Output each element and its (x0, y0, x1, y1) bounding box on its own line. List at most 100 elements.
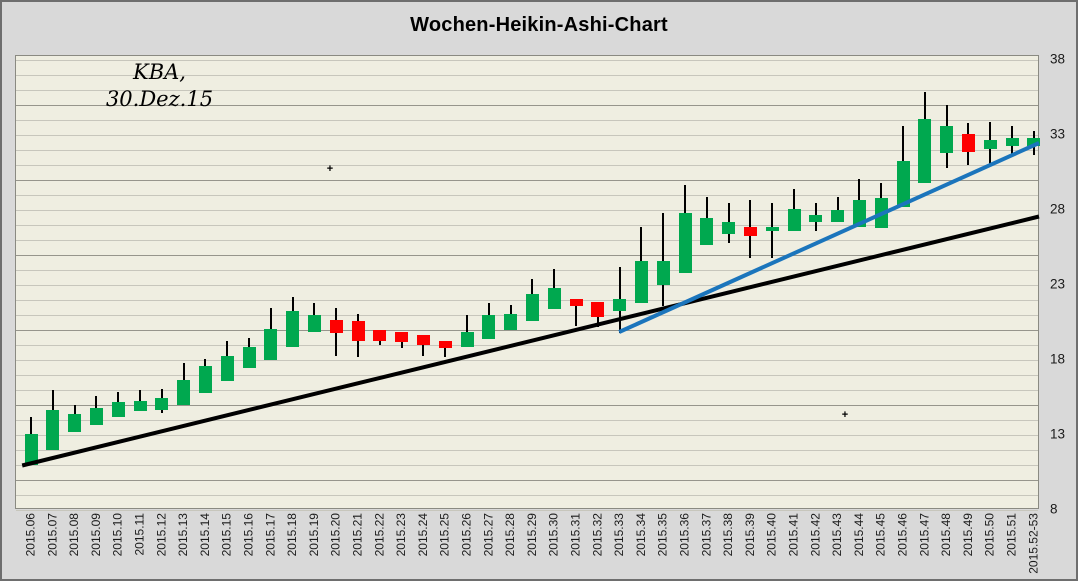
gridline-minor (16, 164, 1038, 166)
x-axis-label-2015.41: 2015.41 (787, 513, 801, 557)
x-axis-label-2015.16: 2015.16 (242, 513, 256, 557)
x-axis-label-2015.13: 2015.13 (176, 513, 190, 557)
x-axis-label-2015.23: 2015.23 (394, 513, 408, 557)
candle-body-2015.14-up (198, 366, 212, 393)
candle-body-2015.34-up (634, 261, 648, 303)
candle-body-2015.28-up (504, 313, 518, 330)
x-axis-label-2015.31: 2015.31 (569, 513, 583, 557)
candle-body-2015.24-down (416, 334, 430, 345)
x-axis-label-2015.10: 2015.10 (111, 513, 125, 557)
candle-body-2015.38-up (722, 222, 736, 234)
x-axis-label-2015.34: 2015.34 (634, 513, 648, 557)
candle-body-2015.29-up (525, 294, 539, 321)
candle-body-2015.46-up (896, 160, 910, 207)
x-axis-label-2015.43: 2015.43 (830, 513, 844, 557)
gridline-minor (16, 74, 1038, 76)
gridline-major (16, 254, 1038, 256)
x-axis-label-2015.30: 2015.30 (547, 513, 561, 557)
gridline-minor (16, 239, 1038, 241)
x-axis-label-2015.40: 2015.40 (765, 513, 779, 557)
x-axis-label-2015.14: 2015.14 (198, 513, 212, 557)
gridline-minor (16, 434, 1038, 436)
gridline-major (16, 104, 1038, 106)
candle-body-2015.15-up (220, 355, 234, 381)
y-axis-label-13: 13 (1050, 427, 1065, 442)
candle-body-2015.30-up (547, 288, 561, 309)
x-axis-label-2015.32: 2015.32 (590, 513, 604, 557)
gridline-minor (16, 89, 1038, 91)
candle-body-2015.47-up (918, 118, 932, 183)
candle-body-2015.21-down (351, 321, 365, 341)
candle-body-2015.07-up (46, 409, 60, 450)
candle-wick-2015.35 (662, 213, 665, 306)
x-axis-label-2015.18: 2015.18 (285, 513, 299, 557)
candle-body-2015.27-up (482, 315, 496, 339)
chart-title: Wochen-Heikin-Ashi-Chart (410, 14, 668, 36)
candle-body-2015.40-up (765, 226, 779, 231)
gridline-minor (16, 419, 1038, 421)
x-axis-label-2015.24: 2015.24 (416, 513, 430, 557)
x-axis-label-2015.50: 2015.50 (983, 513, 997, 557)
x-axis-label-2015.29: 2015.29 (525, 513, 539, 557)
gridline-minor (16, 464, 1038, 466)
candle-body-2015.26-up (460, 331, 474, 347)
candle-body-2015.45-up (874, 198, 888, 228)
gridline-major (16, 179, 1038, 181)
y-axis: 38 33 28 23 18 13 8 (1050, 52, 1065, 517)
candle-body-2015.43-up (831, 210, 845, 222)
candle-body-2015.09-up (89, 408, 103, 425)
x-axis-label-2015.48: 2015.48 (939, 513, 953, 557)
candle-body-2015.08-up (68, 414, 82, 432)
y-axis-label-18: 18 (1050, 352, 1065, 367)
gridline-minor (16, 269, 1038, 271)
gridline-minor (16, 389, 1038, 391)
x-axis-label-2015.11: 2015.11 (133, 513, 147, 556)
gridline-minor (16, 494, 1038, 496)
x-axis-label-2015.39: 2015.39 (743, 513, 757, 557)
x-axis-label-2015.20: 2015.20 (329, 513, 343, 557)
gridline-major (16, 404, 1038, 406)
candle-body-2015.41-up (787, 208, 801, 231)
candle-body-2015.35-up (656, 261, 670, 285)
candle-body-2015.50-up (983, 139, 997, 149)
x-axis-label-2015.19: 2015.19 (307, 513, 321, 557)
x-axis-label-2015.27: 2015.27 (481, 513, 495, 557)
candle-body-2015.52-53-up (1027, 138, 1041, 146)
x-axis-label-2015.08: 2015.08 (67, 513, 81, 557)
gridline-major (16, 329, 1038, 331)
annotation-line2: 30.Dez.15 (105, 87, 214, 111)
y-axis-label-33: 33 (1050, 127, 1065, 142)
x-axis-label-2015.33: 2015.33 (612, 513, 626, 557)
x-axis-label-2015.22: 2015.22 (372, 513, 386, 557)
x-axis-label-2015.17: 2015.17 (263, 513, 277, 557)
x-axis-label-2015.28: 2015.28 (503, 513, 517, 557)
x-axis-label-2015.42: 2015.42 (808, 513, 822, 557)
candle-body-2015.44-up (852, 199, 866, 227)
gridline-minor (16, 284, 1038, 286)
x-axis-label-2015.49: 2015.49 (961, 513, 975, 557)
candle-body-2015.42-up (809, 214, 823, 222)
annotation-label: KBA, 30.Dez.15 (82, 59, 237, 113)
candle-body-2015.11-up (133, 400, 147, 411)
candle-body-2015.10-up (111, 402, 125, 417)
gridline-minor (16, 119, 1038, 121)
candle-body-2015.25-down (438, 340, 452, 348)
gridline-major (16, 479, 1038, 481)
candle-body-2015.17-up (264, 328, 278, 360)
y-axis-label-23: 23 (1050, 277, 1065, 292)
gridline-minor (16, 344, 1038, 346)
candle-body-2015.18-up (286, 310, 300, 347)
gridline-minor (16, 209, 1038, 211)
x-axis-label-2015.52-53: 2015.52-53 (1026, 513, 1040, 574)
candle-body-2015.39-down (743, 226, 757, 236)
candle-body-2015.36-up (678, 213, 692, 273)
y-axis-label-28: 28 (1050, 202, 1065, 217)
gridline-minor (16, 59, 1038, 61)
x-axis-label-2015.37: 2015.37 (699, 513, 713, 557)
x-axis-label-2015.45: 2015.45 (874, 513, 888, 557)
x-axis-label-2015.36: 2015.36 (678, 513, 692, 557)
gridline-minor (16, 374, 1038, 376)
candle-body-2015.32-down (591, 301, 605, 317)
x-axis: 2015.06 2015.07 2015.08 2015.09 2015.10 2015.… (24, 513, 1041, 574)
